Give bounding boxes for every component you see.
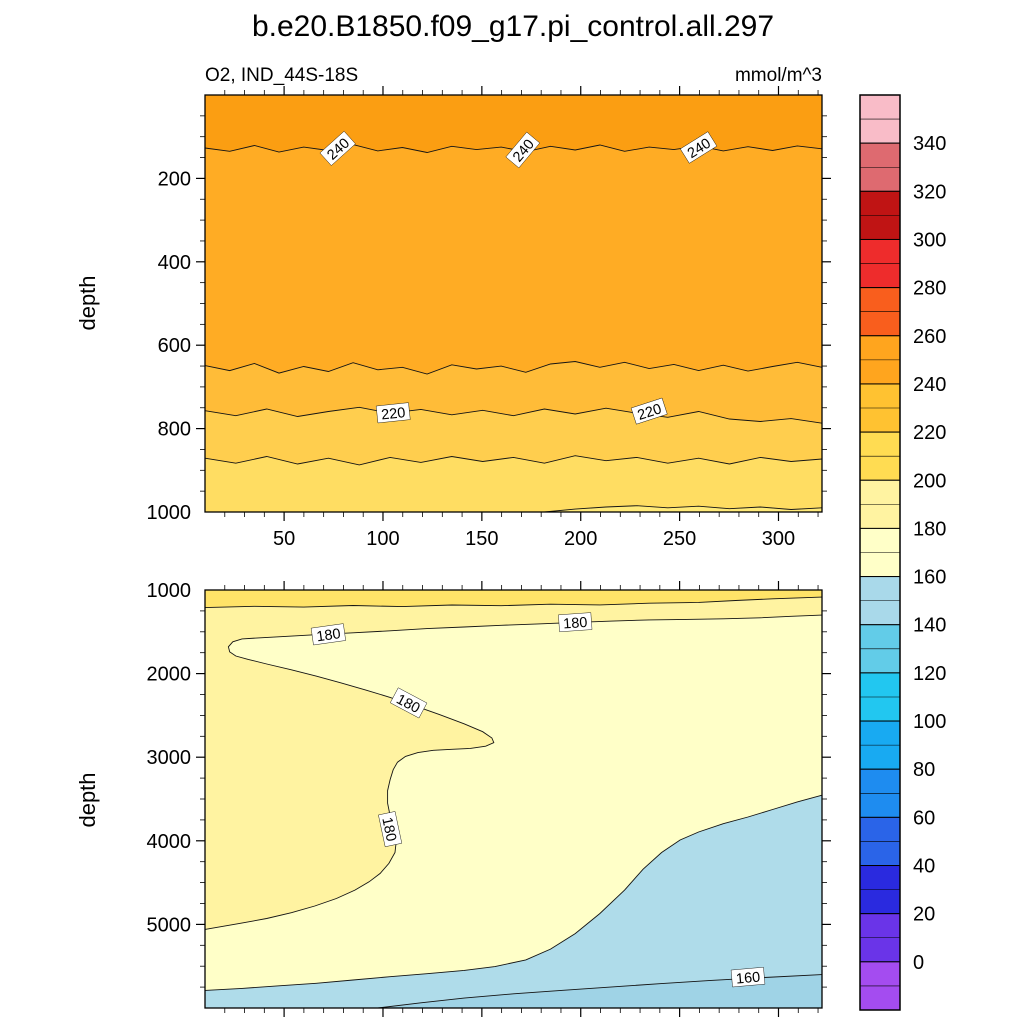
y-tick-label: 800 <box>158 419 191 441</box>
contour-label-box <box>558 612 593 633</box>
colorbar-tick-label: 60 <box>913 807 935 829</box>
contour-label: 220 <box>375 402 411 424</box>
y-tick-label: 600 <box>158 335 191 357</box>
colorbar-tick-label: 140 <box>913 615 946 637</box>
contour-label-box <box>375 402 411 424</box>
colorbar-tick-label: 20 <box>913 904 935 926</box>
y-tick-label: 3000 <box>147 747 192 769</box>
units-label: mmol/m^3 <box>735 65 822 86</box>
x-tick-label: 150 <box>465 528 498 550</box>
contour-line <box>204 596 823 609</box>
colorbar-tick-label: 40 <box>913 856 935 878</box>
colorbar-tick-label: 240 <box>913 374 946 396</box>
contour-label-text: 180 <box>316 626 342 645</box>
contour-label: 180 <box>378 811 403 847</box>
x-tick-label: 300 <box>762 528 795 550</box>
contour-fill-region <box>205 407 822 465</box>
contour-label: 160 <box>730 966 766 988</box>
contour-fill-region <box>205 144 822 374</box>
colorbar-tick-label: 0 <box>913 952 924 974</box>
contour-label-text: 220 <box>380 405 406 423</box>
colorbar-tick-label: 80 <box>913 759 935 781</box>
y-tick-label: 400 <box>158 252 191 274</box>
x-tick-label: 200 <box>564 528 597 550</box>
colorbar-tick-label: 220 <box>913 422 946 444</box>
y-tick-label: 1000 <box>147 502 192 524</box>
colorbar-tick-label: 280 <box>913 278 946 300</box>
figure-title: b.e20.B1850.f09_g17.pi_control.all.297 <box>252 10 774 43</box>
colorbar-tick-label: 100 <box>913 711 946 733</box>
x-tick-label: 50 <box>273 528 295 550</box>
contour-fill-region <box>377 974 822 1008</box>
contour-label: 180 <box>310 623 346 646</box>
colorbar-border <box>859 94 901 1011</box>
x-tick-label: 250 <box>663 528 696 550</box>
y-tick-label: 5000 <box>147 914 192 936</box>
contour-fill-region <box>205 95 822 153</box>
contour-label: 220 <box>630 397 668 425</box>
contour-label-text: 220 <box>636 401 664 424</box>
contour-label-box <box>730 966 766 988</box>
colorbar-tick-label: 260 <box>913 326 946 348</box>
colorbar-tick-label: 320 <box>913 181 946 203</box>
contour-label-text: 180 <box>378 816 399 843</box>
contour-label-text: 180 <box>563 615 588 633</box>
x-tick-label: 100 <box>366 528 399 550</box>
colorbar-tick-label: 300 <box>913 230 946 252</box>
contour-label: 180 <box>558 612 593 633</box>
colorbar-tick-label: 120 <box>913 663 946 685</box>
colorbar: 3403203002802602402202001801601401201008… <box>859 94 946 1011</box>
contour-label-box <box>310 623 346 646</box>
contour-label-box <box>389 687 428 719</box>
colorbar-tick-label: 200 <box>913 470 946 492</box>
contour-fill-region <box>544 505 822 512</box>
y-tick-label: 200 <box>158 168 191 190</box>
colorbar-tick-label: 160 <box>913 567 946 589</box>
contour-fill-region <box>205 455 822 512</box>
colorbar-tick-label: 180 <box>913 518 946 540</box>
contour-label-box <box>319 130 356 166</box>
contour-fill-region <box>205 361 822 424</box>
contour-label-text: 160 <box>735 970 761 988</box>
contour-line <box>204 361 823 375</box>
y-tick-label: 4000 <box>147 831 192 853</box>
contour-label-box <box>505 131 541 169</box>
colorbar-tick-label: 340 <box>913 133 946 155</box>
contour-label-box <box>630 397 668 425</box>
contour-label-box <box>680 131 718 164</box>
contour-line <box>204 406 823 424</box>
contour-line <box>204 614 823 930</box>
variable-label: O2, IND_44S-18S <box>205 65 358 86</box>
y-tick-label: 2000 <box>147 664 192 686</box>
contour-line <box>544 505 823 513</box>
contour-line <box>204 794 823 991</box>
contour-line <box>204 455 823 466</box>
y-tick-label: 1000 <box>147 580 192 602</box>
contour-label-box <box>378 811 403 847</box>
contour-fill-region <box>205 590 822 608</box>
contour-fill-region <box>205 597 822 930</box>
upper-depth-axis-title: depth <box>75 275 100 330</box>
lower-depth-axis-title: depth <box>75 772 100 827</box>
